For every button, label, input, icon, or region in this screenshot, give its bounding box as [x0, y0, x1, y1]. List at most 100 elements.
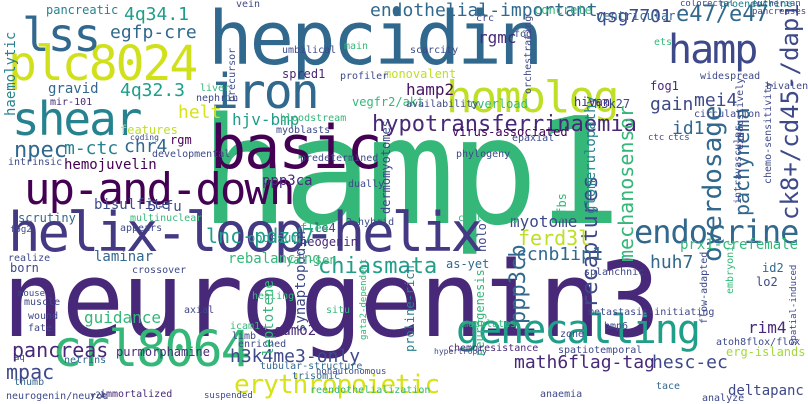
- word-widespread: widespread: [700, 71, 761, 82]
- word-main: main: [344, 41, 369, 52]
- word-proendocrine: proendocrine: [720, 0, 793, 10]
- word-virus-associated: virus-associated: [452, 125, 568, 139]
- word-tubular-structure: tubular-structure: [260, 361, 363, 372]
- word-pancreases: pancreases: [752, 7, 807, 17]
- word-rebalancing: rebalancing: [228, 251, 321, 267]
- word-aq: aq: [14, 353, 25, 363]
- word-npec: npec: [14, 138, 67, 163]
- word-gata2-dependent: gata2-dependent: [359, 258, 369, 340]
- word-egfp-cre: egfp-cre: [110, 22, 197, 43]
- word-4q32-3: 4q32.3: [120, 80, 186, 101]
- word-atoh8flox: atoh8flox/flox: [716, 337, 801, 348]
- word-lo2: lo2: [756, 275, 778, 289]
- word-bivalent: bivalent: [766, 81, 808, 92]
- word-yat-sen: yat-sen: [286, 253, 337, 267]
- word-spred1: spred1: [282, 67, 326, 81]
- word-glomerulopathy: glomerulopathy: [583, 95, 599, 214]
- word-m-ctc: m-ctc: [64, 138, 119, 159]
- word-id1: id1: [672, 118, 705, 139]
- word-neurogenin3: neurogenin3: [2, 239, 661, 361]
- word-hypertrophy: hypertrophy: [434, 347, 487, 356]
- word-crc: crc: [476, 13, 495, 24]
- word-suspended: suspended: [204, 391, 253, 401]
- word-erg-islands: erg-islands: [726, 345, 806, 359]
- word-e47: e47/e47: [676, 2, 769, 27]
- word-ferd3l: ferd3l: [518, 226, 591, 250]
- word-limb: limb: [232, 331, 257, 342]
- word-chemo-sensitivity: chemo-sensitivity: [763, 81, 774, 184]
- word-embryonic: embryonic: [725, 239, 736, 294]
- word-hamp2: hamp2: [406, 80, 455, 99]
- word-muscle: muscle: [24, 297, 61, 308]
- word-immortalized: immortalized: [100, 389, 173, 400]
- word-guidance: guidance: [84, 308, 162, 327]
- word-metastasis-initiating: metastasis-initiating: [588, 307, 715, 318]
- word-spatiotemporal: spatiotemporal: [558, 345, 643, 356]
- word-deltapanc: deltapanc: [728, 383, 804, 399]
- word-profiler: profiler: [340, 71, 389, 82]
- word-myoblasts: myoblasts: [276, 125, 331, 136]
- word-plc8024: plc8024: [8, 36, 198, 92]
- word-up-and-down: up-and-down: [24, 164, 295, 215]
- word-rgmc: rgmc: [478, 28, 517, 47]
- word-mechanosensor: mechanosensor: [614, 105, 638, 262]
- word-math6flag-tag: math6flag-tag: [514, 352, 655, 373]
- word-dually: dually: [348, 179, 385, 190]
- word-fate: fate: [28, 323, 53, 334]
- word-rim4: rim4: [748, 318, 787, 337]
- word-multinuclear: multinuclear: [130, 213, 203, 224]
- word-liver: liver: [200, 83, 231, 94]
- word-analyze: analyze: [702, 393, 745, 404]
- word-mir-101: mir-101: [50, 97, 93, 108]
- word-phylogeny: phylogeny: [456, 149, 511, 160]
- word-lss: lss: [22, 8, 101, 62]
- word-circulation: circulation: [694, 109, 761, 120]
- word-shear: shear: [12, 92, 142, 146]
- word-realize: realize: [8, 253, 51, 264]
- word-endothelial-important: endothelial-important: [370, 0, 598, 21]
- word-coding: coding: [130, 133, 159, 142]
- word-fog: fog: [514, 29, 533, 40]
- word-ets: ets: [654, 37, 673, 48]
- word-axial: axial: [184, 305, 215, 316]
- word-erythropoietic: erythropoietic: [234, 370, 440, 400]
- word-collapsing: collapsing: [458, 213, 519, 224]
- word-thumb: thumb: [14, 377, 45, 388]
- word-overload: overload: [470, 97, 528, 111]
- word-precursor: precursor: [227, 47, 238, 102]
- word-ccnb1ip1: ccnb1ip1: [516, 244, 603, 265]
- word-qsg7701: qsg7701: [596, 6, 672, 27]
- word-intrinsic: intrinsic: [8, 157, 63, 168]
- word-umbilical: umbilical: [282, 45, 337, 56]
- word-ctcs: ctcs: [668, 133, 690, 143]
- word-predetermined: predetermined: [300, 153, 379, 164]
- word-nonautonomous: nonautonomous: [316, 367, 387, 377]
- word-hamp1: hamp1: [200, 86, 622, 258]
- word-rgm: rgm: [170, 133, 192, 147]
- word-proline-rich: proline-rich: [403, 265, 417, 352]
- word-intravascular: intravascular: [733, 125, 744, 204]
- word-vein: vein: [236, 0, 261, 10]
- word-spatial-induced: spatial-induced: [789, 264, 799, 346]
- word-dermomyotomes: dermomyotomes: [379, 120, 393, 214]
- word-pancreas: pancreas: [12, 338, 109, 362]
- word-laminar: laminar: [94, 249, 154, 265]
- word-availability: availability: [406, 99, 479, 110]
- word-h3k27: h3k27: [594, 97, 631, 111]
- word-monovalent: monovalent: [384, 67, 457, 81]
- word-opossum: opossum: [248, 231, 299, 245]
- word-hesc-ec: hesc-ec: [652, 352, 728, 373]
- word-hivan: hivan: [574, 95, 611, 109]
- word-netrins: netrins: [64, 355, 107, 366]
- word-ctc: ctc: [648, 133, 665, 143]
- word-gravid: gravid: [48, 81, 99, 97]
- word-nephrin: nephrin: [196, 93, 239, 104]
- word-appears: appears: [120, 223, 163, 234]
- word-fog2: fog2: [10, 225, 32, 235]
- word-4q34-1: 4q34.1: [124, 4, 190, 25]
- word-tfbs: tfbs: [555, 193, 569, 222]
- word-ventricular: ventricular: [596, 9, 676, 23]
- word-ppp3ca: ppp3ca: [262, 173, 313, 189]
- word-haemolytic: haemolytic: [3, 31, 19, 116]
- word-hamp: hamp: [668, 27, 758, 73]
